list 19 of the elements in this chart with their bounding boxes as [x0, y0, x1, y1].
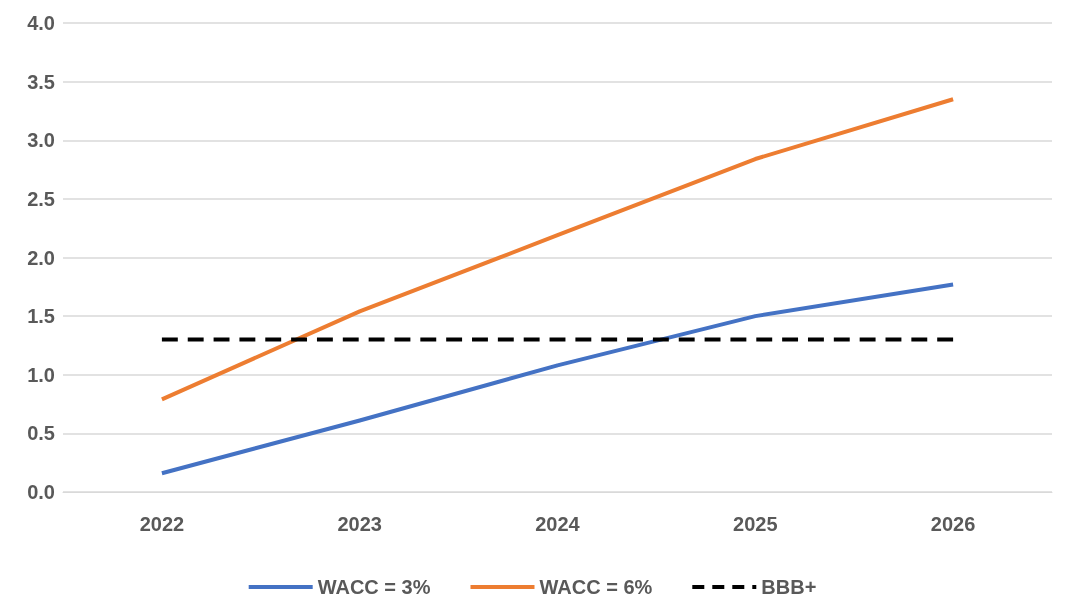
line-series: [159, 282, 956, 476]
y-tick-label: 2.5: [27, 187, 55, 210]
legend-label: BBB+: [761, 576, 817, 598]
x-tick-label: 2022: [139, 513, 185, 535]
y-tick-label: 3.0: [27, 129, 55, 152]
y-tick-label: 0.0: [27, 481, 55, 503]
y-tick-label: 3.5: [27, 70, 55, 93]
line-series: [159, 97, 956, 402]
x-tick-label: 2026: [930, 513, 976, 535]
x-tick-label: 2024: [535, 513, 581, 535]
y-tick-label: 0.5: [27, 422, 55, 445]
x-tick-label: 2023: [337, 513, 382, 535]
y-tick-label: 1.5: [27, 305, 55, 328]
y-tick-label: 1.0: [27, 363, 55, 386]
x-tick-label: 2025: [733, 513, 778, 535]
y-tick-label: 2.0: [27, 246, 55, 269]
legend-label: WACC = 3%: [317, 576, 431, 598]
legend-label: WACC = 6%: [539, 576, 653, 598]
y-tick-label: 4.0: [27, 12, 55, 34]
